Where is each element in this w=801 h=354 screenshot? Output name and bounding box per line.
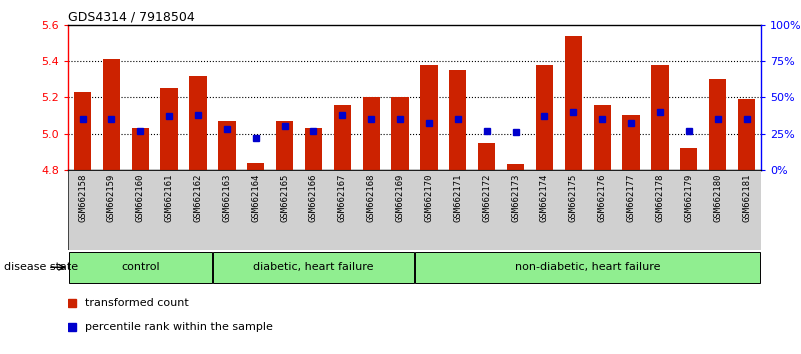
Bar: [421, 65, 437, 170]
Text: GSM662177: GSM662177: [626, 174, 635, 222]
Bar: [218, 121, 235, 170]
FancyBboxPatch shape: [69, 252, 211, 283]
Bar: [565, 36, 582, 170]
Text: GSM662164: GSM662164: [252, 174, 260, 222]
Bar: [651, 65, 669, 170]
Bar: [392, 97, 409, 170]
Text: non-diabetic, heart failure: non-diabetic, heart failure: [515, 262, 661, 272]
Text: GSM662160: GSM662160: [135, 174, 145, 222]
Text: GSM662175: GSM662175: [569, 174, 578, 222]
Bar: [189, 75, 207, 170]
Text: GSM662171: GSM662171: [453, 174, 462, 222]
Text: GSM662178: GSM662178: [655, 174, 664, 222]
Text: GSM662179: GSM662179: [684, 174, 694, 222]
Text: GSM662158: GSM662158: [78, 174, 87, 222]
Text: disease state: disease state: [4, 262, 78, 272]
FancyBboxPatch shape: [213, 252, 414, 283]
Bar: [507, 165, 524, 170]
Text: GSM662167: GSM662167: [338, 174, 347, 222]
Text: percentile rank within the sample: percentile rank within the sample: [86, 322, 273, 332]
Bar: [74, 92, 91, 170]
Text: GSM662181: GSM662181: [742, 174, 751, 222]
Text: GSM662170: GSM662170: [425, 174, 433, 222]
Bar: [738, 99, 755, 170]
Text: GSM662159: GSM662159: [107, 174, 116, 222]
Text: GSM662173: GSM662173: [511, 174, 520, 222]
Text: GDS4314 / 7918504: GDS4314 / 7918504: [68, 11, 195, 24]
Text: GSM662174: GSM662174: [540, 174, 549, 222]
Bar: [594, 104, 611, 170]
Bar: [363, 97, 380, 170]
Text: GSM662180: GSM662180: [713, 174, 723, 222]
Bar: [131, 128, 149, 170]
Text: GSM662165: GSM662165: [280, 174, 289, 222]
Bar: [680, 148, 698, 170]
Text: GSM662166: GSM662166: [309, 174, 318, 222]
Bar: [536, 65, 553, 170]
Bar: [305, 128, 322, 170]
Text: GSM662163: GSM662163: [223, 174, 231, 222]
FancyBboxPatch shape: [415, 252, 760, 283]
Text: GSM662169: GSM662169: [396, 174, 405, 222]
Text: GSM662161: GSM662161: [165, 174, 174, 222]
Text: GSM662162: GSM662162: [194, 174, 203, 222]
Bar: [449, 70, 466, 170]
Bar: [478, 143, 495, 170]
Text: GSM662168: GSM662168: [367, 174, 376, 222]
Text: transformed count: transformed count: [86, 298, 189, 308]
Bar: [276, 121, 293, 170]
Bar: [622, 115, 640, 170]
Text: control: control: [121, 262, 159, 272]
Bar: [247, 162, 264, 170]
Bar: [103, 59, 120, 170]
Bar: [709, 79, 727, 170]
Bar: [334, 104, 351, 170]
Bar: [160, 88, 178, 170]
Text: GSM662176: GSM662176: [598, 174, 606, 222]
Text: diabetic, heart failure: diabetic, heart failure: [253, 262, 374, 272]
Text: GSM662172: GSM662172: [482, 174, 491, 222]
